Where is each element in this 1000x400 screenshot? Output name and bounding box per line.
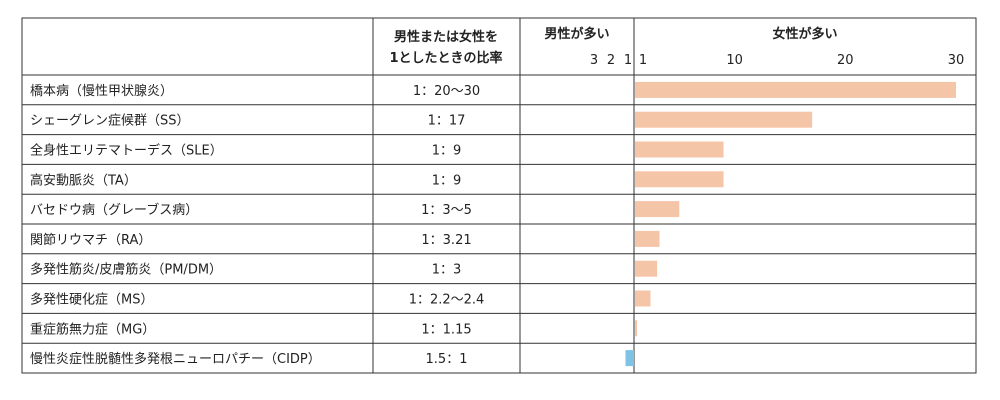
disease-name: 重症筋無力症（MG） [30,321,155,337]
disease-name: 全身性エリテマトーデス（SLE） [30,143,223,159]
ratio-value: 1：20〜30 [413,84,480,99]
disease-name: 多発性硬化症（MS） [30,292,153,308]
female-bar [635,290,651,307]
ratio-value: 1：9 [432,144,462,159]
table-grid [21,17,977,374]
male-axis-tick: 3 [590,53,598,68]
disease-name: バセドウ病（グレーブス病） [30,202,198,218]
female-bar [635,320,637,337]
disease-name: 関節リウマチ（RA） [30,233,151,248]
disease-name: 橋本病（慢性甲状腺炎） [30,83,173,99]
ratio-value: 1：3 [432,263,462,278]
disease-name: 高安動脈炎（TA） [30,172,137,188]
ratio-header-line1: 男性または女性を [394,29,498,45]
female-bar [635,230,660,247]
female-bar [635,260,658,277]
female-bar [635,111,813,128]
female-axis-tick: 20 [837,53,854,68]
disease-name: シェーグレン症候群（SS） [30,114,190,129]
bars [625,81,956,367]
ratio-value: 1：17 [428,114,466,129]
female-axis-tick: 10 [726,53,743,68]
ratio-value: 1：3.21 [421,233,471,248]
female-axis-tick: 1 [639,53,647,68]
disease-name: 慢性炎症性脱髄性多発根ニューロパチー（CIDP） [30,351,321,367]
female-bar [635,81,956,98]
male-bar [625,350,634,367]
male-more-header: 男性が多い [544,26,609,42]
ratio-value: 1：3〜5 [421,203,472,218]
female-bar [635,171,724,188]
male-axis-tick: 1 [624,53,632,68]
ratio-value: 1.5：1 [426,352,468,367]
female-axis-tick: 30 [948,53,965,68]
male-axis-tick: 2 [607,53,615,68]
table-border [21,17,977,374]
ratio-value: 1：1.15 [421,322,471,337]
table-rows: 橋本病（慢性甲状腺炎） 1：20〜30 シェーグレン症候群（SS） 1：17 全身性エリ… [30,83,484,367]
female-bar [635,141,724,158]
female-bar [635,201,680,218]
ratio-header-line2: 1としたときの比率 [389,50,502,66]
female-more-header: 女性が多い [772,26,837,42]
disease-name: 多発性筋炎/皮膚筋炎（PM/DM） [30,262,222,278]
ratio-value: 1：2.2〜2.4 [409,293,485,308]
table-header: 男性または女性を 1としたときの比率 男性が多い 女性が多い [389,26,837,66]
ratio-value: 1：9 [432,173,462,188]
axis-ticks: 3 2 1 1 10 20 30 [590,53,964,68]
